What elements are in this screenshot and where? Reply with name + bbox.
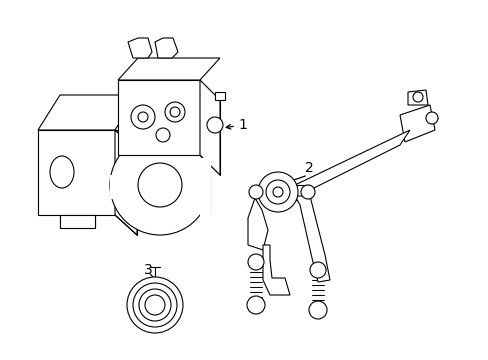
- Polygon shape: [155, 38, 178, 58]
- Circle shape: [425, 112, 437, 124]
- Polygon shape: [60, 215, 95, 228]
- Circle shape: [246, 296, 264, 314]
- Circle shape: [301, 185, 314, 199]
- Text: 1: 1: [238, 118, 246, 132]
- Polygon shape: [294, 196, 329, 282]
- Circle shape: [139, 289, 171, 321]
- Circle shape: [131, 105, 155, 129]
- Circle shape: [247, 254, 264, 270]
- Polygon shape: [115, 130, 137, 235]
- Circle shape: [145, 295, 164, 315]
- Polygon shape: [200, 80, 220, 175]
- Polygon shape: [38, 130, 115, 215]
- Circle shape: [133, 283, 177, 327]
- Circle shape: [272, 187, 283, 197]
- Polygon shape: [263, 185, 309, 200]
- Circle shape: [170, 107, 180, 117]
- Polygon shape: [280, 130, 409, 200]
- Polygon shape: [247, 198, 267, 250]
- Polygon shape: [128, 38, 152, 58]
- Polygon shape: [118, 58, 220, 80]
- Ellipse shape: [50, 156, 74, 188]
- Polygon shape: [118, 80, 200, 155]
- Polygon shape: [38, 95, 137, 130]
- Circle shape: [309, 262, 325, 278]
- Circle shape: [206, 117, 223, 133]
- Circle shape: [308, 301, 326, 319]
- Text: 2: 2: [305, 161, 313, 175]
- Polygon shape: [263, 245, 289, 295]
- Polygon shape: [407, 90, 427, 105]
- Circle shape: [138, 112, 148, 122]
- Circle shape: [164, 102, 184, 122]
- Polygon shape: [399, 105, 434, 142]
- Circle shape: [127, 277, 183, 333]
- Circle shape: [156, 128, 170, 142]
- Circle shape: [412, 92, 422, 102]
- Text: 3: 3: [143, 263, 152, 277]
- Polygon shape: [215, 92, 224, 100]
- Circle shape: [265, 180, 289, 204]
- Polygon shape: [110, 175, 118, 198]
- Circle shape: [110, 135, 209, 235]
- Polygon shape: [200, 158, 209, 215]
- Circle shape: [258, 172, 297, 212]
- Circle shape: [138, 163, 182, 207]
- Circle shape: [248, 185, 263, 199]
